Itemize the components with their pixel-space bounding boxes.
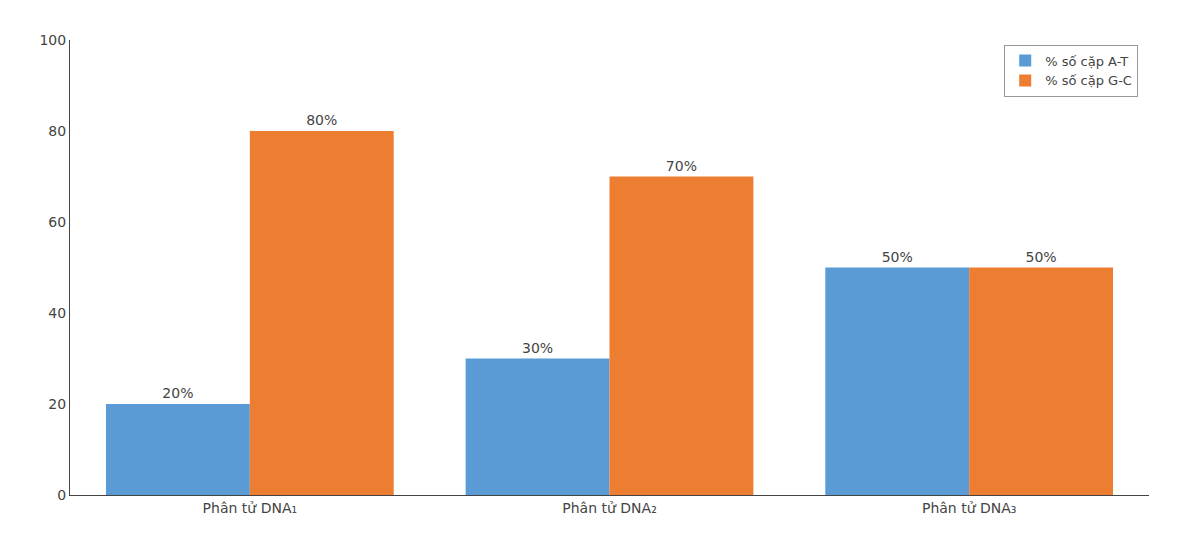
svg-text:80: 80 (48, 123, 66, 139)
svg-text:80%: 80% (306, 112, 337, 128)
svg-text:50%: 50% (1026, 249, 1057, 265)
svg-text:30%: 30% (522, 340, 553, 356)
svg-text:50%: 50% (882, 249, 913, 265)
svg-text:60: 60 (48, 214, 66, 230)
svg-text:20%: 20% (162, 385, 193, 401)
svg-text:20: 20 (48, 396, 66, 412)
svg-text:Phân tử DNA₃: Phân tử DNA₃ (922, 500, 1016, 516)
svg-text:Phân tử DNA₂: Phân tử DNA₂ (562, 500, 656, 516)
svg-text:Phân tử DNA₁: Phân tử DNA₁ (203, 500, 297, 516)
svg-text:% số cặp A-T: % số cặp A-T (1045, 54, 1128, 69)
svg-text:0: 0 (57, 487, 66, 503)
svg-text:100: 100 (39, 32, 66, 48)
svg-text:40: 40 (48, 305, 66, 321)
svg-text:70%: 70% (666, 158, 697, 174)
svg-text:% số cặp G-C: % số cặp G-C (1045, 73, 1132, 88)
